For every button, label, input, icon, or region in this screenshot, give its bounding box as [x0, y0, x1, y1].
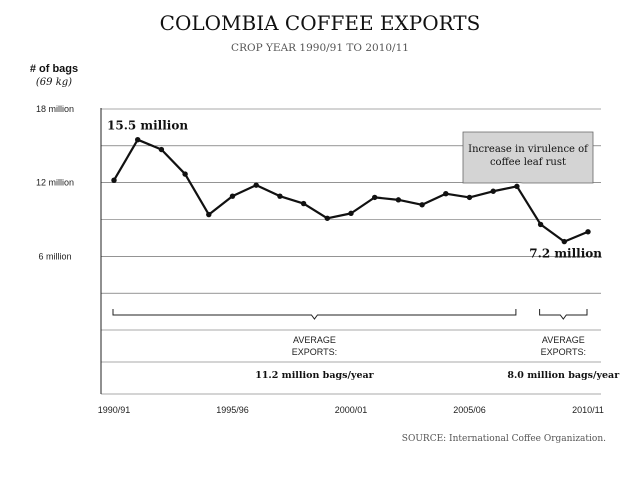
- data-point: [277, 193, 283, 199]
- data-point: [443, 191, 449, 197]
- data-point: [158, 146, 165, 153]
- average-label: AVERAGE: [293, 335, 336, 345]
- data-point: [253, 182, 259, 188]
- chart-subtitle: CROP YEAR 1990/91 TO 2010/11: [231, 42, 409, 54]
- data-labels: 15.5 million 7.2 million: [107, 119, 602, 261]
- data-point: [300, 200, 307, 207]
- data-point: [490, 188, 496, 194]
- source-note: SOURCE: International Coffee Organizatio…: [402, 434, 606, 444]
- series-points: [111, 136, 591, 245]
- y-tick-label: 6 million: [38, 251, 71, 261]
- x-tick-label: 2005/06: [453, 405, 486, 415]
- y-tick-label: 18 million: [36, 104, 74, 114]
- x-tick-label: 1990/91: [98, 405, 131, 415]
- data-point: [324, 215, 330, 221]
- max-value-label: 15.5 million: [107, 119, 188, 133]
- y-axis-label: # of bags: [30, 63, 78, 75]
- data-point: [229, 193, 236, 199]
- data-point: [585, 229, 591, 235]
- callout-box: [462, 131, 594, 184]
- average-brackets: AVERAGE EXPORTS: 11.2 million bags/year AVE…: [112, 309, 620, 381]
- y-axis-unit: (69 kg): [36, 77, 72, 88]
- min-value-label: 7.2 million: [529, 247, 602, 261]
- data-point: [561, 238, 567, 245]
- y-tick-labels: 18 million 12 million 6 million: [36, 104, 74, 261]
- average-bracket: [112, 309, 517, 320]
- average-bracket: [539, 309, 588, 320]
- data-point: [466, 194, 473, 201]
- data-point: [111, 177, 117, 183]
- data-point: [537, 221, 544, 228]
- data-point: [182, 171, 188, 177]
- data-point: [135, 136, 141, 143]
- callout-text: coffee leaf rust: [490, 157, 566, 168]
- average-value: 11.2 million bags/year: [255, 370, 374, 381]
- average-label: AVERAGE: [542, 335, 585, 345]
- grid: [100, 108, 601, 395]
- callout: Increase in virulence of coffee leaf rust: [462, 131, 594, 184]
- average-label: EXPORTS:: [292, 347, 337, 357]
- chart-title: COLOMBIA COFFEE EXPORTS: [160, 11, 481, 35]
- data-point: [372, 194, 378, 201]
- x-tick-label: 2010/11: [572, 405, 604, 415]
- average-value: 8.0 million bags/year: [507, 370, 620, 381]
- y-tick-label: 12 million: [36, 178, 74, 188]
- data-point: [395, 197, 402, 203]
- x-tick-label: 2000/01: [335, 405, 368, 415]
- x-tick-label: 1995/96: [216, 405, 249, 415]
- callout-text: Increase in virulence of: [468, 144, 589, 155]
- data-point: [514, 183, 520, 190]
- data-point: [348, 210, 354, 217]
- data-point: [206, 211, 212, 218]
- average-label: EXPORTS:: [541, 347, 586, 357]
- data-point: [419, 202, 425, 208]
- x-tick-labels: 1990/91 1995/96 2000/01 2005/06 2010/11: [98, 405, 604, 415]
